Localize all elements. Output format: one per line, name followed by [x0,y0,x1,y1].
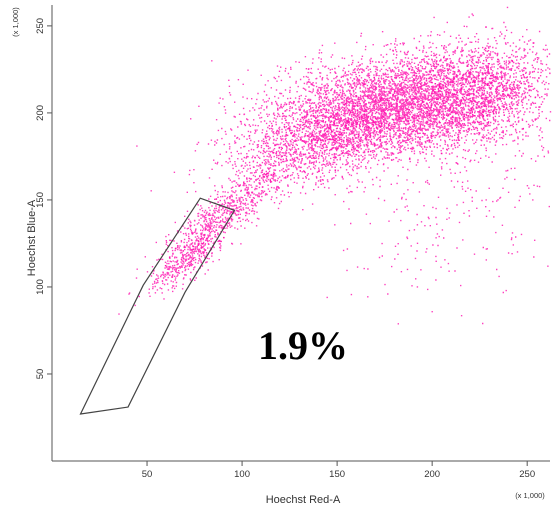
y-axis-ticks: 50 100 150 200 250 [35,18,52,379]
axes: 50 100 150 200 250 50 100 150 200 250 [35,5,550,480]
y-tick-label: 50 [35,369,46,380]
x-tick-label: 200 [424,469,440,480]
y-tick-label: 250 [35,18,46,34]
x-tick-label: 250 [519,469,535,480]
y-tick-label: 150 [35,192,46,208]
scatter-point-cloud [118,206,246,315]
y-axis-multiplier: (x 1,000) [11,7,20,37]
x-tick-label: 50 [142,469,153,480]
y-tick-label: 200 [35,105,46,121]
y-axis-title: Hoechst Blue-A [26,199,38,276]
y-tick-label: 100 [35,279,46,295]
gate-polygon[interactable] [79,197,236,415]
x-tick-label: 100 [234,469,250,480]
scatter-point-cloud [383,6,551,148]
gate-percentage-label: 1.9% [258,323,348,368]
x-axis-multiplier: (x 1,000) [515,491,545,500]
scatter-point-cloud [173,49,476,227]
x-axis-ticks: 50 100 150 200 250 [142,461,535,480]
x-axis-title: Hoechst Red-A [266,494,341,506]
scatter-point-cloud [136,21,552,192]
x-tick-label: 150 [329,469,345,480]
scatter-points [118,6,552,325]
